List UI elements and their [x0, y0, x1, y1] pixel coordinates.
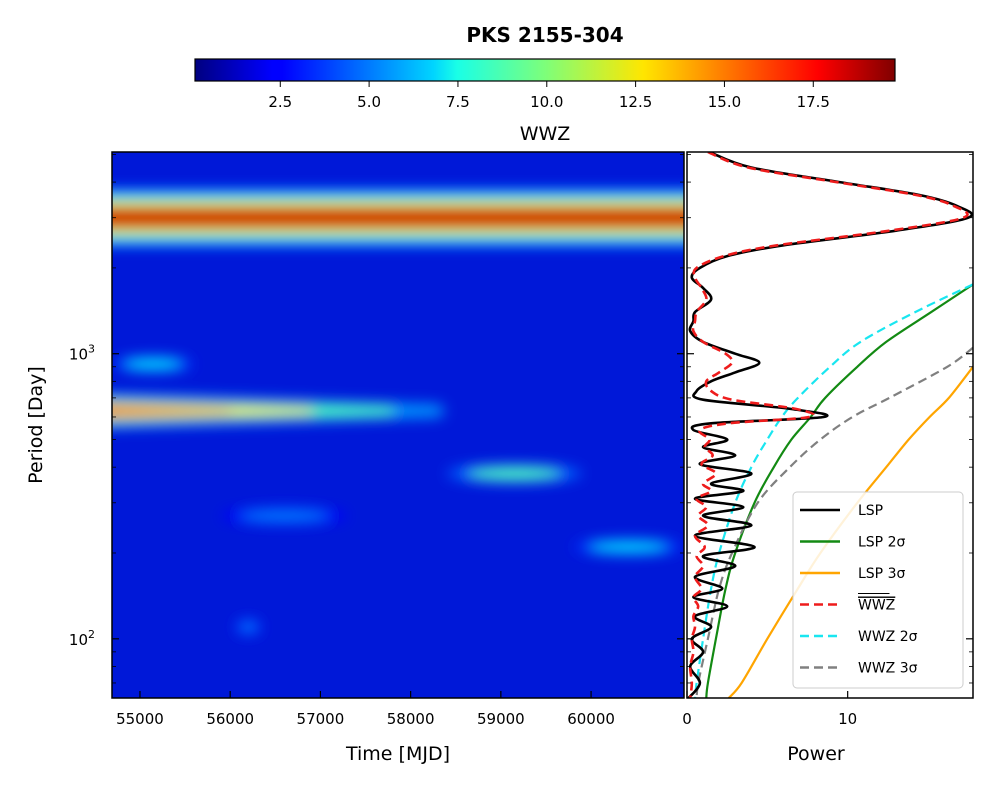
- legend-label: WWZ 3σ: [858, 661, 918, 677]
- legend-label: LSP 2σ: [858, 535, 905, 551]
- legend-label: WWZ: [858, 598, 895, 614]
- power-panel: 0 10 Power LSP LSP 2σ LSP 3σ WWZ WWZ 2σ WWZ 3σ: [682, 151, 974, 765]
- heatmap-features: [112, 188, 684, 636]
- heatmap-y-tick-label: 102: [69, 628, 95, 649]
- power-series-line: [695, 346, 973, 698]
- power-x-axis-label: Power: [787, 743, 845, 765]
- heatmap-x-tick-label: 59000: [477, 710, 525, 728]
- colorbar-tick-label: 12.5: [619, 93, 652, 111]
- power-series-line: [693, 283, 973, 698]
- power-x-tick-label: 10: [838, 710, 857, 728]
- power-y-ticks: [687, 154, 973, 684]
- colorbar-tick-label: 5.0: [357, 93, 381, 111]
- heatmap-blob: [240, 510, 329, 522]
- heatmap-x-tick-label: 60000: [567, 710, 615, 728]
- chart-title: PKS 2155-304: [466, 23, 623, 47]
- legend: LSP LSP 2σ LSP 3σ WWZ WWZ 2σ WWZ 3σ: [792, 491, 964, 689]
- heatmap-x-ticks: 55000 56000 57000 58000 59000 60000: [116, 691, 615, 728]
- colorbar-tick-label: 10.0: [530, 93, 563, 111]
- colorbar: 2.5 5.0 7.5 10.0 12.5 15.0 17.5 WWZ: [194, 58, 896, 145]
- power-frame: [686, 151, 974, 699]
- legend-items: LSP LSP 2σ LSP 3σ WWZ WWZ 2σ WWZ 3σ: [800, 503, 918, 677]
- heatmap-blob: [112, 406, 233, 416]
- power-series-line: [705, 283, 973, 698]
- colorbar-tick-label: 17.5: [797, 93, 830, 111]
- legend-label: LSP 3σ: [858, 566, 905, 582]
- legend-label: LSP: [858, 503, 883, 519]
- colorbar-tick-label: 2.5: [268, 93, 292, 111]
- heatmap-blob: [124, 359, 182, 369]
- power-x-tick-label: 0: [682, 710, 692, 728]
- colorbar-ticks: 2.5 5.0 7.5 10.0 12.5 15.0 17.5: [268, 81, 830, 111]
- wwz-heatmap-panel: 55000 56000 57000 58000 59000 60000 102 103 Ti…: [25, 151, 685, 765]
- colorbar-label: WWZ: [520, 123, 571, 145]
- heatmap-x-tick-label: 55000: [116, 710, 164, 728]
- power-series-line: [687, 152, 973, 698]
- colorbar-tick-label: 7.5: [446, 93, 470, 111]
- heatmap-band: [112, 209, 684, 226]
- colorbar-gradient: [194, 58, 896, 82]
- heatmap-frame: [111, 151, 685, 699]
- heatmap-x-tick-label: 57000: [297, 710, 345, 728]
- heatmap-x-axis-label: Time [MJD]: [345, 743, 450, 765]
- heatmap-y-ticks: 102 103: [69, 154, 684, 684]
- heatmap-x-tick-label: 56000: [206, 710, 254, 728]
- heatmap-y-axis-label: Period [Day]: [25, 366, 47, 484]
- power-lines: [687, 152, 973, 698]
- colorbar-tick-label: 15.0: [708, 93, 741, 111]
- heatmap-blob: [467, 467, 562, 480]
- power-x-ticks: 0 10: [682, 691, 857, 728]
- heatmap-blob: [589, 542, 668, 552]
- heatmap-y-tick-label: 103: [69, 343, 95, 364]
- power-series-line: [688, 152, 969, 698]
- legend-box: [792, 491, 964, 689]
- heatmap-x-tick-label: 58000: [387, 710, 435, 728]
- heatmap-blob: [238, 622, 258, 632]
- legend-label: WWZ 2σ: [858, 629, 918, 645]
